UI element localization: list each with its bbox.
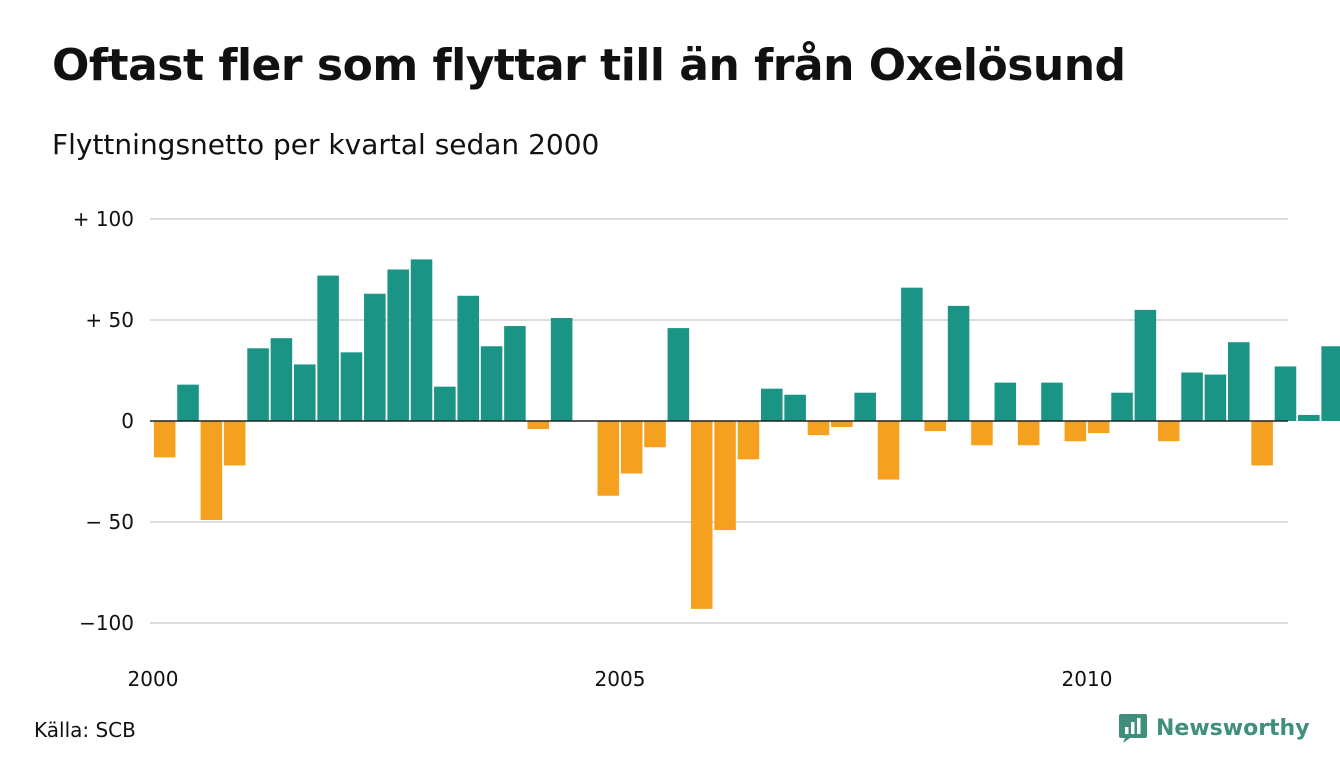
x-tick-label: 2010 [1062, 667, 1113, 691]
bar [434, 386, 456, 421]
bar [270, 338, 293, 421]
bar [994, 382, 1017, 421]
bar [737, 421, 760, 460]
bar [1064, 421, 1087, 442]
bar [761, 388, 783, 421]
bar [620, 421, 643, 474]
bar [1298, 414, 1320, 421]
bar [1087, 421, 1110, 434]
bar [854, 392, 876, 421]
bar [1111, 392, 1133, 421]
bar [597, 421, 620, 496]
bar [340, 352, 363, 421]
bar-chart: + 100+ 500− 50−10020002005201020152020 [73, 207, 1340, 691]
y-tick-label: 0 [121, 409, 134, 433]
bar [667, 328, 690, 421]
bar [924, 421, 946, 432]
bar [550, 317, 573, 421]
bar [527, 421, 550, 430]
bar [831, 421, 853, 428]
y-tick-label: + 100 [73, 207, 134, 231]
bar [1181, 372, 1203, 421]
bar [457, 295, 479, 421]
bar [714, 421, 736, 531]
bar [200, 421, 223, 520]
bar [294, 364, 316, 421]
x-tick-label: 2005 [595, 667, 646, 691]
bar [1134, 309, 1157, 421]
bar [877, 421, 900, 480]
brand-name: Newsworthy [1156, 715, 1310, 741]
bar [364, 293, 386, 421]
bar [247, 348, 269, 421]
bar [1274, 366, 1297, 421]
bar [410, 259, 433, 421]
bar [317, 275, 339, 421]
bar [1321, 346, 1340, 421]
bar [1041, 382, 1063, 421]
source-label: Källa: SCB [34, 718, 136, 742]
bar [153, 421, 176, 458]
bar [1251, 421, 1273, 466]
bar [1157, 421, 1180, 442]
bar [947, 305, 970, 421]
bar [784, 394, 806, 421]
bar [644, 421, 666, 448]
bar [387, 269, 409, 421]
chart-title: Oftast fler som flyttar till än från Oxe… [52, 40, 1126, 91]
bar [223, 421, 246, 466]
y-tick-label: + 50 [85, 308, 134, 332]
x-tick-label: 2000 [128, 667, 179, 691]
y-tick-label: −100 [79, 611, 134, 635]
bar [1228, 342, 1250, 421]
newsworthy-logo-icon [1119, 714, 1147, 743]
bar [807, 421, 830, 436]
chart-subtitle: Flyttningsnetto per kvartal sedan 2000 [52, 128, 600, 161]
bar [1017, 421, 1040, 446]
bar [690, 421, 713, 609]
bar [1204, 374, 1227, 421]
bar [177, 384, 199, 421]
bar [901, 287, 923, 421]
y-tick-label: − 50 [85, 510, 134, 534]
brand-logo[interactable]: Newsworthy [1118, 712, 1310, 744]
bar [971, 421, 993, 446]
bar [480, 346, 503, 421]
bar [504, 326, 526, 421]
